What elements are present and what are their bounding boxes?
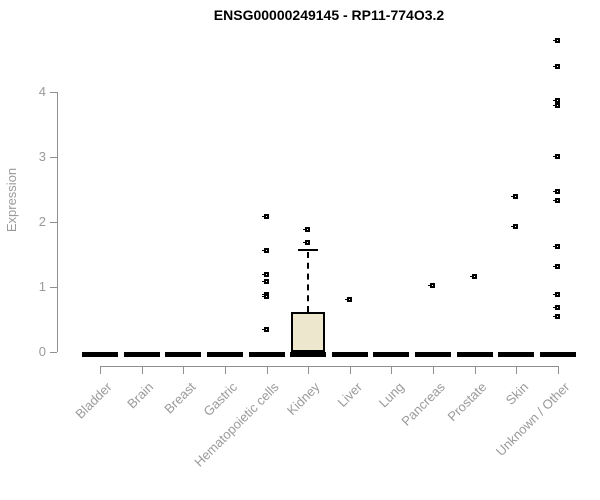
x-tick [100, 366, 101, 374]
outlier-point [553, 103, 560, 109]
whisker-cap-Kidney [298, 248, 319, 251]
y-tick-label: 1 [38, 279, 46, 294]
x-tick [183, 366, 185, 374]
median-bar-Breast [165, 352, 202, 357]
median-bar-Liver [331, 352, 368, 357]
outlier-point [511, 194, 519, 200]
outlier-point [261, 279, 269, 285]
y-tick [50, 352, 57, 353]
outlier-point [261, 271, 269, 277]
y-axis-line [57, 92, 58, 352]
y-axis-label: Expression [4, 167, 19, 233]
y-tick-label: 0 [38, 344, 46, 359]
y-tick [50, 287, 57, 288]
x-tick-label: Brain [124, 379, 157, 412]
x-tick-label: Bladder [72, 379, 115, 422]
outlier-point [261, 294, 269, 300]
median-bar-Prostate [456, 352, 493, 357]
chart-title: ENSG00000249145 - RP11-774O3.2 [213, 7, 445, 23]
x-tick [391, 366, 393, 374]
box-Kidney [291, 311, 326, 352]
median-bar-Bladder [82, 352, 118, 357]
x-tick-label: Liver [334, 379, 365, 410]
outlier-point [469, 273, 477, 279]
x-tick-label: Skin [502, 379, 532, 408]
whisker-Kidney [307, 251, 310, 312]
outlier-point [553, 189, 560, 195]
x-tick [558, 366, 559, 374]
y-tick [50, 222, 57, 223]
outlier-point [428, 282, 436, 288]
outlier-point [303, 239, 311, 245]
x-tick [266, 366, 268, 374]
outlier-point [553, 313, 560, 319]
median-bar-Brain [123, 352, 160, 357]
outlier-point [553, 98, 560, 104]
median-bar-Lung [373, 352, 410, 357]
x-tick-label: Lung [375, 379, 407, 411]
y-tick [50, 157, 57, 158]
median-bar-Pancreas [415, 352, 452, 357]
outlier-point [553, 304, 560, 310]
x-tick-label: Gastric [200, 379, 240, 420]
outlier-point [553, 198, 560, 204]
x-tick [433, 366, 435, 374]
outlier-point [303, 226, 311, 232]
x-tick [349, 366, 351, 374]
x-tick-label: Kidney [284, 379, 324, 419]
outlier-point [553, 37, 560, 43]
outlier-point [553, 263, 560, 269]
outlier-point [553, 154, 560, 159]
x-tick [474, 366, 476, 374]
x-axis-line [100, 366, 559, 367]
x-tick-label: Unknown / Other [493, 379, 573, 459]
outlier-point [511, 223, 519, 229]
outlier-point [553, 63, 560, 69]
median-bar-Kidney [290, 352, 327, 357]
median-bar-Gastric [206, 352, 243, 357]
median-bar-Skin [498, 352, 535, 357]
y-tick [50, 92, 57, 93]
x-tick [224, 366, 226, 374]
x-tick-label: Pancreas [398, 379, 448, 429]
y-tick-label: 2 [38, 214, 46, 229]
y-tick-label: 3 [38, 149, 46, 164]
median-bar-Unknown / Other [540, 352, 576, 357]
x-tick [141, 366, 143, 374]
outlier-point [553, 291, 560, 297]
y-tick-label: 4 [38, 84, 46, 99]
x-tick-label: Prostate [444, 379, 490, 425]
outlier-point [553, 244, 560, 250]
outlier-point [344, 297, 352, 302]
x-tick-label: Breast [161, 379, 199, 417]
x-tick [516, 366, 518, 374]
x-tick [308, 366, 310, 374]
outlier-point [261, 326, 269, 332]
outlier-point [261, 248, 269, 254]
median-bar-Hematopoietic cells [248, 352, 285, 357]
outlier-point [261, 214, 269, 220]
